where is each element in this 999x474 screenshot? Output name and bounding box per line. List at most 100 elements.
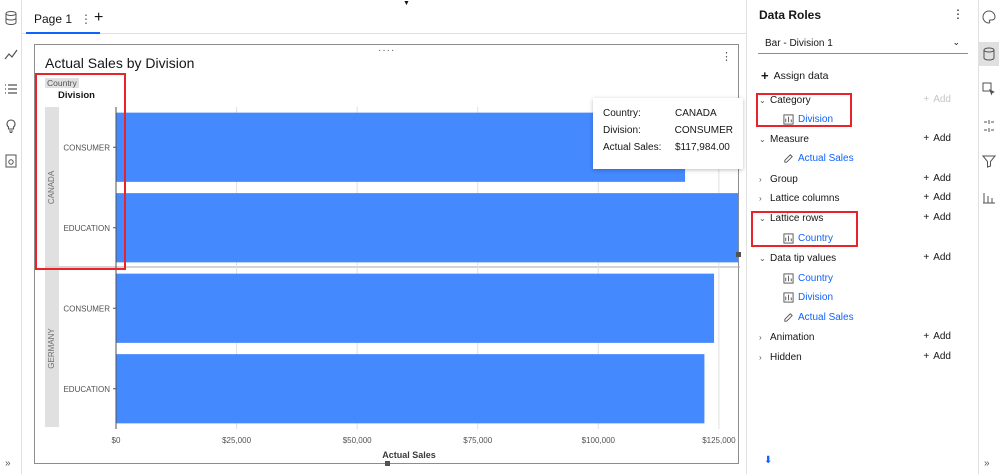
add-label: Add <box>933 94 951 105</box>
role-item-label: Country <box>798 272 834 284</box>
data-tooltip: Country: CANADA Division: CONSUMER Actua… <box>593 98 743 169</box>
role-label: Hidden <box>770 351 802 363</box>
role-item-label: Division <box>798 291 834 303</box>
add-data-tip-button[interactable]: + Add <box>923 252 951 263</box>
role-item-label: Country <box>798 232 834 244</box>
suggestions-bulb-icon[interactable] <box>3 118 19 134</box>
measure-icon <box>784 153 793 163</box>
category-icon <box>783 232 794 244</box>
role-group[interactable]: › Group + Add <box>759 171 969 187</box>
data-bar <box>116 112 686 182</box>
tooltip-value: $117,984.00 <box>675 142 730 153</box>
category-label: EDUCATION <box>63 224 110 233</box>
add-measure-button[interactable]: + Add <box>923 133 951 144</box>
tooltip-row: Country: CANADA <box>603 105 733 122</box>
role-label: Animation <box>770 331 815 343</box>
highlight-box-chart <box>35 73 126 270</box>
panel-kebab-icon[interactable]: ⋮ <box>952 7 964 21</box>
data-roles-icon[interactable] <box>982 47 996 61</box>
tooltip-row: Division: CONSUMER <box>603 122 733 139</box>
role-item-division[interactable]: Division <box>783 289 833 305</box>
viz-object-select[interactable]: Bar - Division 1 ⌄ <box>758 34 968 54</box>
resize-handle-bottom[interactable] <box>385 461 390 466</box>
widget-title: Actual Sales by Division <box>45 55 195 71</box>
role-item-country[interactable]: Country <box>783 230 833 246</box>
role-label: Data tip values <box>770 252 837 264</box>
x-tick-label: $100,000 <box>582 436 616 445</box>
add-lattice-columns-button[interactable]: + Add <box>923 192 951 203</box>
role-item-label: Actual Sales <box>798 311 854 323</box>
chevron-right-icon: › <box>759 174 762 184</box>
right-rail: » <box>978 0 999 474</box>
data-sources-icon[interactable] <box>3 10 19 26</box>
filter-icon[interactable] <box>981 154 997 168</box>
plus-icon: + <box>761 68 769 83</box>
category-label: EDUCATION <box>63 385 110 394</box>
x-tick-label: $25,000 <box>222 436 251 445</box>
assign-data-button[interactable]: + Assign data <box>761 68 828 83</box>
palette-icon[interactable] <box>982 10 996 24</box>
rules-icon[interactable] <box>982 119 996 133</box>
role-item-actual-sales[interactable]: Actual Sales <box>783 309 854 325</box>
page-tabbar: Page 1 ⋮ + ▼ <box>22 0 746 34</box>
role-lattice-rows[interactable]: ⌄ Lattice rows + Add <box>759 210 969 226</box>
chevron-down-icon: ⌄ <box>952 37 960 47</box>
role-label: Lattice rows <box>770 212 824 224</box>
report-icon[interactable] <box>3 153 19 169</box>
role-category[interactable]: ⌄ Category + Add <box>759 92 969 108</box>
outline-list-icon[interactable] <box>3 81 19 97</box>
collapse-top-caret-icon[interactable]: ▼ <box>403 0 410 7</box>
add-page-icon[interactable]: + <box>94 9 104 26</box>
role-item-country[interactable]: Country <box>783 270 833 286</box>
pin-icon[interactable]: ⬇ <box>764 455 773 466</box>
role-label: Category <box>770 94 811 106</box>
chevron-down-icon: ⌄ <box>759 95 766 105</box>
tab-page-1[interactable]: Page 1 ⋮ <box>26 6 101 34</box>
lattice-row-label: CANADA <box>47 170 56 204</box>
assign-data-label: Assign data <box>773 69 829 82</box>
add-group-button[interactable]: + Add <box>923 173 951 184</box>
category-icon <box>783 113 794 125</box>
chevron-down-icon: ⌄ <box>759 253 766 263</box>
role-label: Group <box>770 173 798 185</box>
chevron-right-icon: › <box>759 352 762 362</box>
chevron-right-icon: › <box>759 332 762 342</box>
x-axis-title: Actual Sales <box>382 450 436 460</box>
left-rail: » <box>0 0 22 474</box>
viz-select-value: Bar - Division 1 <box>765 38 833 49</box>
role-hidden[interactable]: › Hidden + Add <box>759 349 969 365</box>
role-data-tip-values[interactable]: ⌄ Data tip values + Add <box>759 250 969 266</box>
role-item-label: Division <box>798 113 834 125</box>
add-label: Add <box>933 192 951 203</box>
category-label: CONSUMER <box>63 304 110 313</box>
objects-chart-icon[interactable] <box>3 46 19 62</box>
tab-label: Page 1 <box>34 12 73 26</box>
lattice-row-band <box>45 268 59 427</box>
add-category-button[interactable]: + Add <box>923 94 951 105</box>
collapse-right-icon[interactable]: » <box>984 458 990 469</box>
lattice-header-country: Country <box>45 78 79 88</box>
role-animation[interactable]: › Animation + Add <box>759 329 969 345</box>
drag-handle-icon[interactable]: ···· <box>378 45 396 56</box>
widget-kebab-icon[interactable]: ⋮ <box>721 51 732 63</box>
add-label: Add <box>933 351 951 362</box>
add-animation-button[interactable]: + Add <box>923 331 951 342</box>
lattice-row-label: GERMANY <box>47 328 56 369</box>
resize-handle-right[interactable] <box>736 252 741 257</box>
highlight-box-lattice-rows <box>751 211 858 247</box>
x-tick-label: $0 <box>112 436 121 445</box>
expand-left-icon[interactable]: » <box>5 458 11 469</box>
x-tick-label: $75,000 <box>463 436 492 445</box>
data-bar <box>116 193 739 263</box>
add-label: Add <box>933 331 951 342</box>
add-hidden-button[interactable]: + Add <box>923 351 951 362</box>
tab-kebab-icon[interactable]: ⋮ <box>80 12 93 26</box>
actions-icon[interactable] <box>982 82 996 96</box>
role-item-division[interactable]: Division <box>783 111 833 127</box>
add-lattice-rows-button[interactable]: + Add <box>923 212 951 223</box>
role-measure[interactable]: ⌄ Measure + Add <box>759 131 969 147</box>
role-lattice-columns[interactable]: › Lattice columns + Add <box>759 190 969 206</box>
role-item-actual-sales[interactable]: Actual Sales <box>783 150 854 166</box>
ranks-icon[interactable] <box>982 190 996 204</box>
